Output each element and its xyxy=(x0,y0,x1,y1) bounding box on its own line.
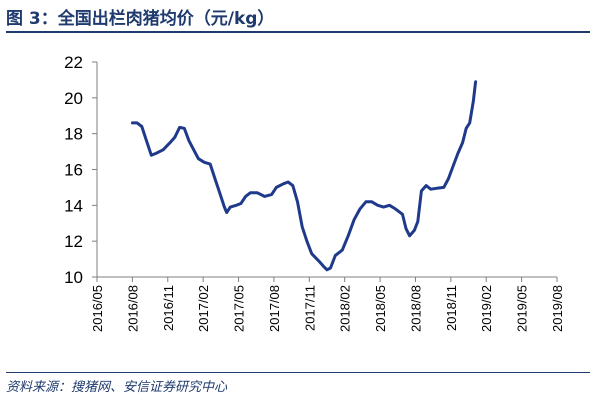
y-tick-label: 18 xyxy=(64,125,83,144)
y-tick-label: 10 xyxy=(64,268,83,287)
x-tick-label: 2016/05 xyxy=(90,285,105,332)
y-tick-label: 20 xyxy=(64,89,83,108)
figure-source: 资料来源：搜猪网、安信证券研究中心 xyxy=(6,380,228,395)
pork-price-line-chart: 10 12 14 16 18 20 22 2016/05 2016/08 2016/11 2017… xyxy=(64,53,565,332)
x-tick-label: 2016/08 xyxy=(125,285,140,332)
x-tick-label: 2017/08 xyxy=(267,285,282,332)
x-tick-label: 2018/05 xyxy=(373,285,388,332)
x-tick-label: 2017/05 xyxy=(232,285,247,332)
x-tick-label: 2017/11 xyxy=(302,285,317,331)
y-tick-label: 12 xyxy=(64,232,83,251)
source-divider xyxy=(6,372,590,373)
y-tick-label: 14 xyxy=(64,196,83,215)
series-line xyxy=(130,80,478,272)
figure-title: 图 3：全国出栏肉猪均价（元/kg） xyxy=(6,9,275,29)
y-tick-label: 22 xyxy=(64,53,83,72)
x-tick-label: 2019/02 xyxy=(479,285,494,332)
x-tick-label: 2016/11 xyxy=(161,285,176,331)
series-layer xyxy=(130,80,478,272)
y-axis-tick-labels: 10 12 14 16 18 20 22 xyxy=(64,53,83,287)
x-axis-tick-labels: 2016/05 2016/08 2016/11 2017/02 2017/05 2017/… xyxy=(90,285,565,332)
x-tick-label: 2018/02 xyxy=(338,285,353,332)
title-divider xyxy=(6,31,590,33)
x-tick-label: 2017/02 xyxy=(196,285,211,332)
x-tick-label: 2018/08 xyxy=(408,285,423,332)
x-tick-label: 2019/08 xyxy=(550,285,565,332)
x-tick-label: 2018/11 xyxy=(444,285,459,331)
x-tick-label: 2019/05 xyxy=(515,285,530,332)
chart-axes xyxy=(92,61,558,282)
y-tick-label: 16 xyxy=(64,161,83,180)
